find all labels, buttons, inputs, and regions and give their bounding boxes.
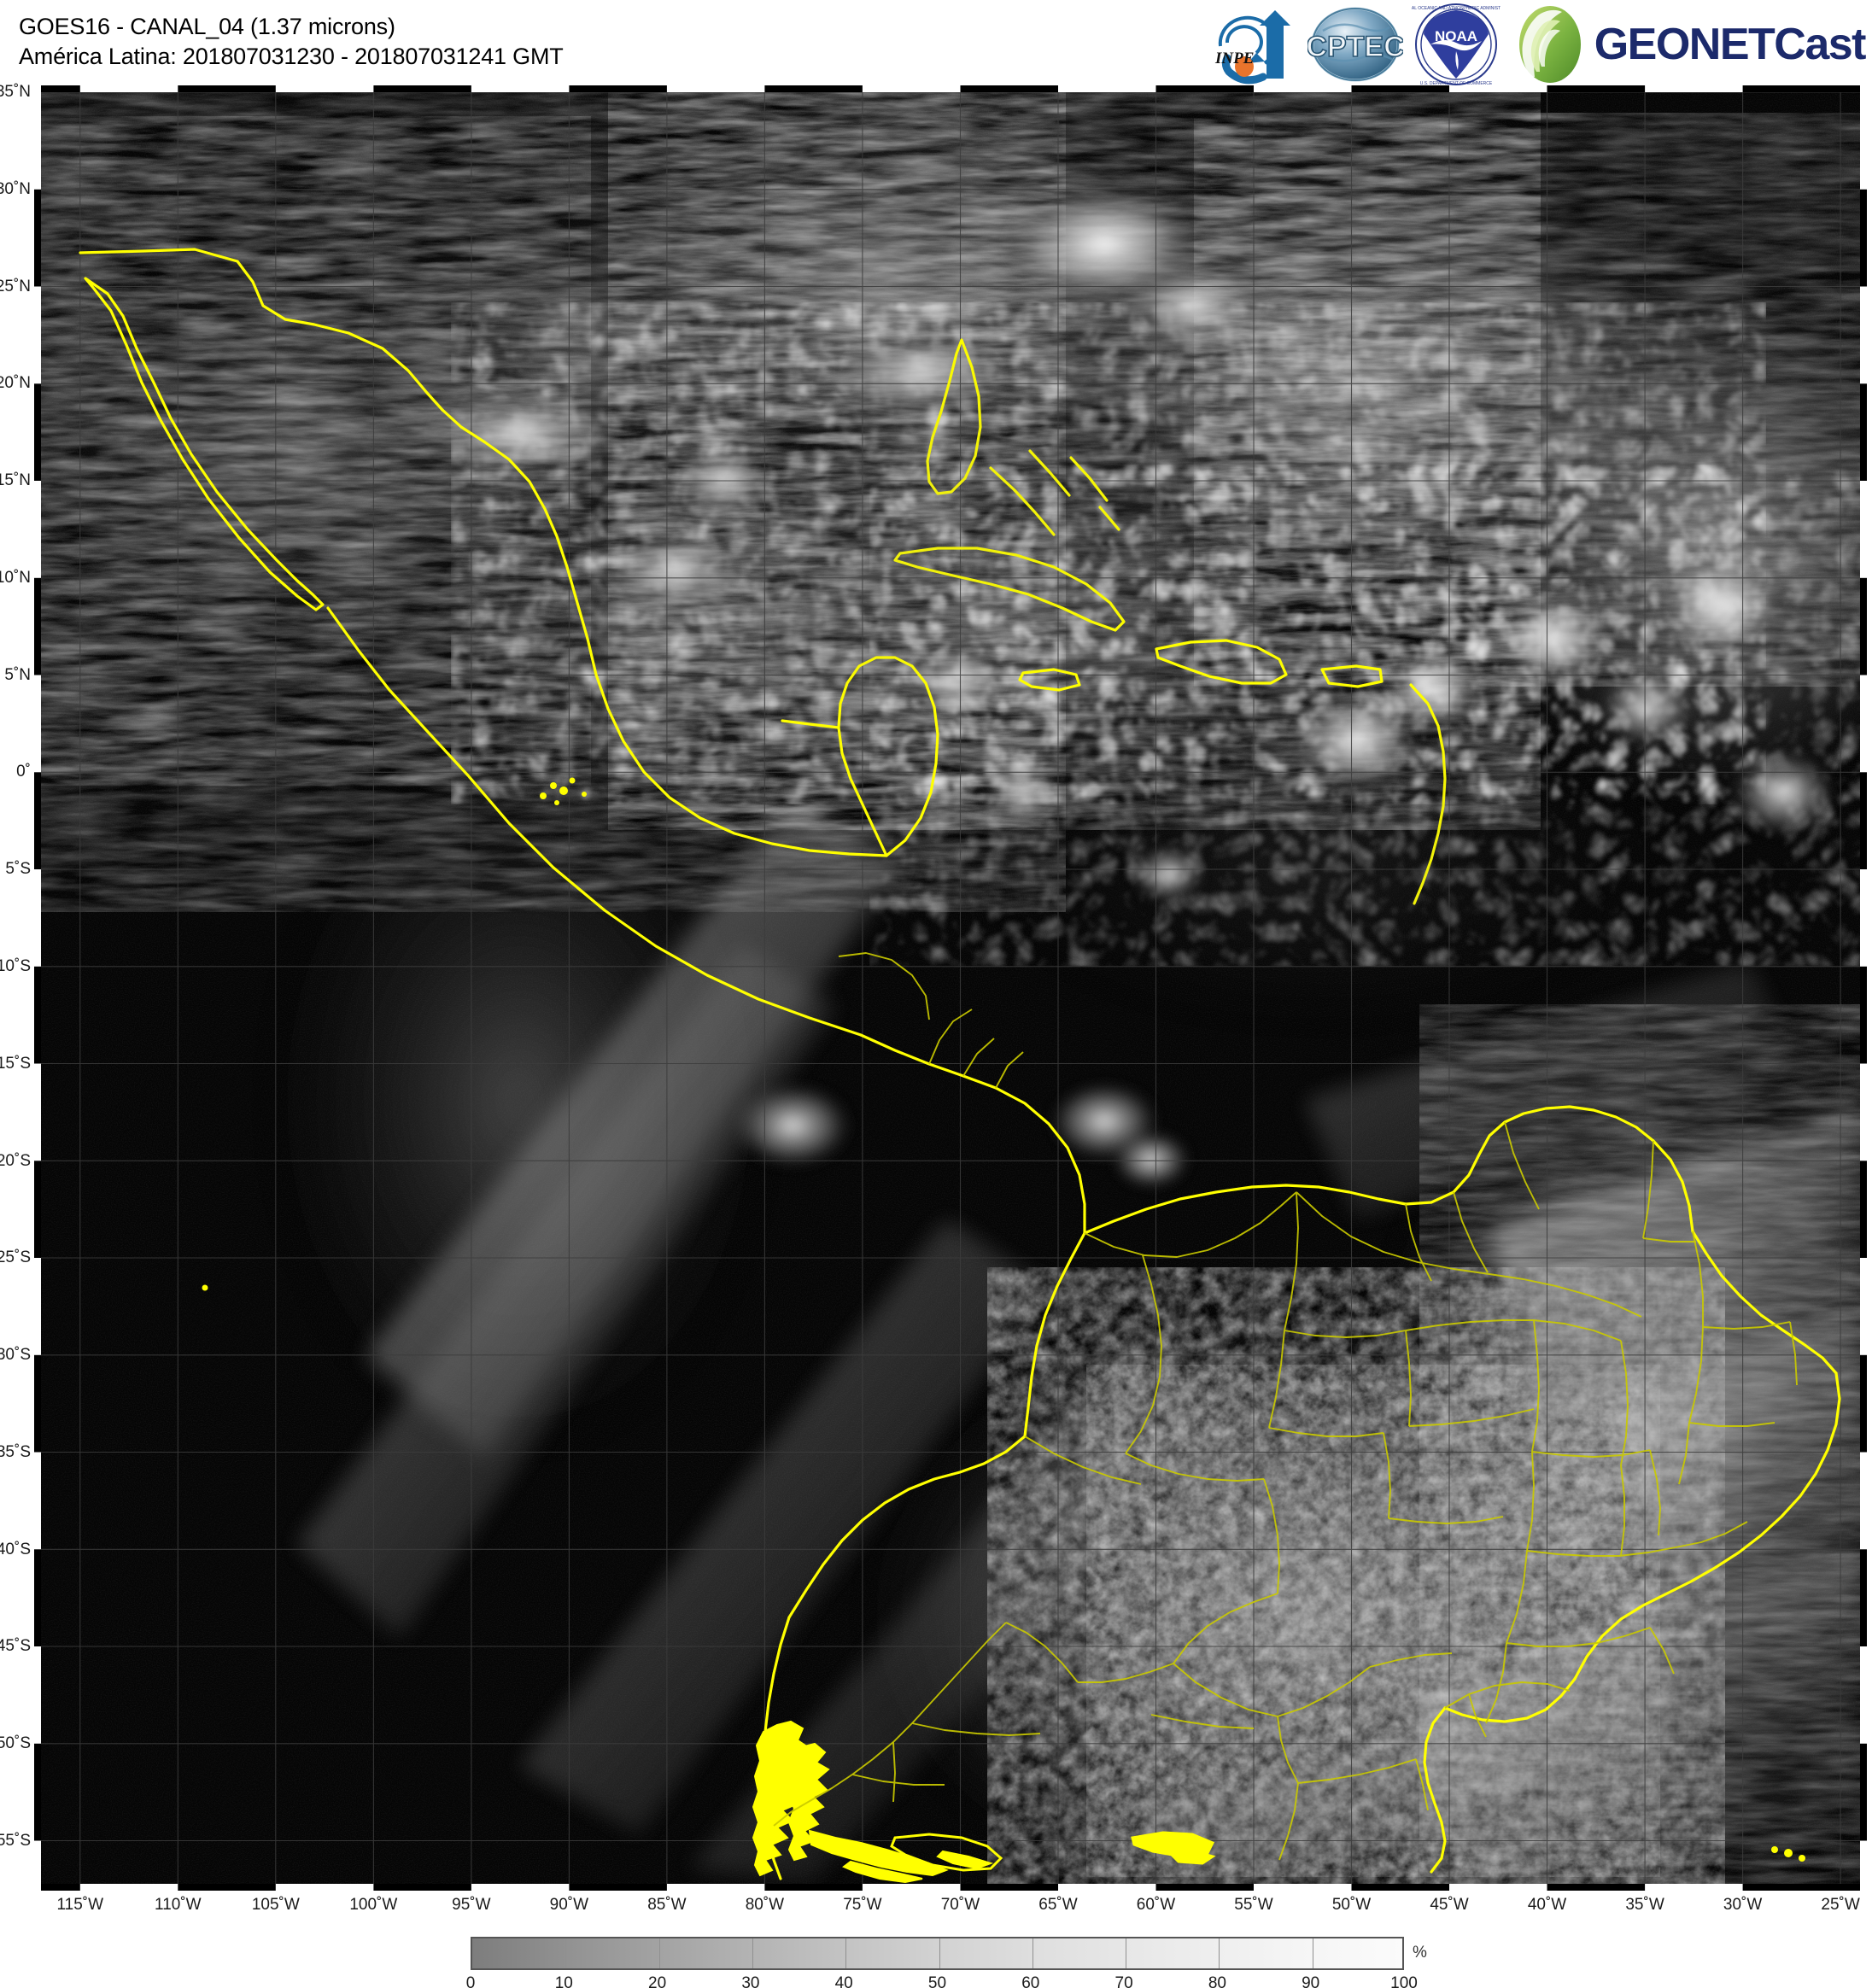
longitude-tick-label: 115˚W — [56, 1896, 104, 1914]
cloud-field-pacific-west — [58, 212, 502, 690]
colorbar-tick-label: 70 — [1114, 1974, 1133, 1988]
colorbar-tick-label: 90 — [1302, 1974, 1320, 1988]
political-borders — [773, 952, 1798, 1861]
colorbar-divider — [845, 1938, 847, 1968]
cptec-logo: CPTEC — [1307, 7, 1403, 82]
latitude-tick-label: 50˚S — [0, 1734, 31, 1753]
latitude-tick-label: 25˚N — [0, 277, 31, 295]
colorbar-tick-label: 60 — [1021, 1974, 1040, 1988]
latitude-tick-label: 35˚S — [0, 1442, 31, 1461]
colorbar[interactable]: % 0 10 20 30 40 50 60 70 80 90 100 — [0, 1937, 1872, 1988]
satellite-map[interactable] — [34, 85, 1867, 1891]
svg-text:CPTEC: CPTEC — [1307, 31, 1403, 63]
longitude-tick-label: 65˚W — [1038, 1896, 1078, 1914]
tierra-del-fuego-and-falklands — [890, 1831, 1216, 1872]
latitude-tick-label: 10˚S — [0, 956, 31, 975]
latitude-tick-label: 20˚N — [0, 374, 31, 393]
longitude-tick-label: 90˚W — [549, 1896, 589, 1914]
latitude-tick-label: 30˚N — [0, 179, 31, 198]
header: GOES16 - CANAL_04 (1.37 microns) América… — [0, 0, 1872, 92]
inpe-logo: INPE — [1214, 10, 1290, 85]
latitude-tick-label: 15˚S — [0, 1054, 31, 1073]
product-title: GOES16 - CANAL_04 (1.37 microns) — [19, 14, 395, 39]
longitude-tick-label: 75˚W — [843, 1896, 882, 1914]
svg-text:U.S. DEPARTMENT OF COMMERCE: U.S. DEPARTMENT OF COMMERCE — [1419, 81, 1492, 86]
longitude-tick-label: 70˚W — [940, 1896, 980, 1914]
longitude-tick-label: 105˚W — [251, 1896, 300, 1914]
colorbar-tick-label: 0 — [465, 1974, 476, 1988]
longitude-tick-label: 80˚W — [745, 1896, 785, 1914]
latitude-tick-label: 40˚S — [0, 1540, 31, 1558]
longitude-tick-label: 50˚W — [1331, 1896, 1372, 1914]
svg-text:NATIONAL OCEANIC AND ATMOSPHER: NATIONAL OCEANIC AND ATMOSPHERIC ADMINIS… — [1412, 6, 1501, 11]
frame-left — [34, 92, 41, 1884]
colorbar-tick-label: 30 — [741, 1974, 760, 1988]
colorbar-divider — [565, 1938, 567, 1968]
geonetcast-wordmark: GEONETCast — [1594, 20, 1867, 69]
colorbar-divider — [939, 1938, 940, 1968]
longitude-tick-label: 30˚W — [1723, 1896, 1763, 1914]
colorbar-divider — [658, 1938, 660, 1968]
noaa-logo: NOAA NATIONAL OCEANIC AND ATMOSPHERIC AD… — [1412, 3, 1501, 86]
colorbar-tick-label: 100 — [1390, 1974, 1418, 1988]
satellite-image-canvas — [41, 92, 1860, 1884]
longitude-tick-label: 60˚W — [1136, 1896, 1176, 1914]
latitude-tick-label: 20˚S — [0, 1151, 31, 1170]
latitude-tick-label: 0˚ — [16, 763, 31, 781]
longitude-tick-label: 85˚W — [647, 1896, 687, 1914]
latitude-tick-label: 10˚N — [0, 568, 31, 587]
foreground-haze — [570, 331, 1681, 1032]
colorbar-divider — [1219, 1938, 1220, 1968]
latitude-tick-label: 35˚N — [0, 83, 31, 101]
latitude-tick-label: 15˚N — [0, 471, 31, 490]
colorbar-tick-label: 80 — [1208, 1974, 1226, 1988]
longitude-tick-label: 55˚W — [1234, 1896, 1273, 1914]
svg-text:NOAA: NOAA — [1435, 28, 1477, 44]
longitude-tick-label: 25˚W — [1821, 1896, 1860, 1914]
colorbar-divider — [752, 1938, 753, 1968]
latitude-tick-label: 25˚S — [0, 1248, 31, 1267]
geonetcast-leaf-icon — [1518, 6, 1581, 83]
latitude-tick-label: 45˚S — [0, 1637, 31, 1656]
longitude-tick-label: 100˚W — [349, 1896, 398, 1914]
longitude-tick-label: 40˚W — [1527, 1896, 1567, 1914]
colorbar-gradient — [471, 1937, 1404, 1970]
islands — [202, 777, 1805, 1862]
colorbar-unit-label: % — [1413, 1944, 1427, 1962]
longitude-tick-label: 35˚W — [1625, 1896, 1664, 1914]
colorbar-tick-label: 40 — [834, 1974, 853, 1988]
latitude-tick-label: 5˚S — [5, 860, 31, 879]
frame-right — [1860, 92, 1867, 1884]
latitude-tick-label: 5˚N — [4, 665, 31, 684]
region-time-subtitle: América Latina: 201807031230 - 201807031… — [19, 44, 564, 69]
latitude-tick-label: 55˚S — [0, 1831, 31, 1850]
cloud-band-south-atlantic-texture — [1493, 1151, 1860, 1884]
latitude-tick-label: 30˚S — [0, 1346, 31, 1365]
cloud-field-atlantic-subtropical — [1305, 195, 1860, 605]
frame-bottom — [41, 1884, 1860, 1891]
longitude-tick-label: 45˚W — [1430, 1896, 1469, 1914]
logo-bar: INPE CPTEC — [1196, 2, 1867, 87]
svg-text:INPE: INPE — [1214, 50, 1254, 67]
colorbar-tick-label: 50 — [927, 1974, 947, 1988]
colorbar-tick-label: 20 — [648, 1974, 667, 1988]
geonetcast-logo: GEONETCast — [1509, 3, 1867, 85]
longitude-tick-label: 95˚W — [452, 1896, 491, 1914]
colorbar-tick-label: 10 — [554, 1974, 573, 1988]
longitude-tick-label: 110˚W — [155, 1896, 202, 1914]
title-block: GOES16 - CANAL_04 (1.37 microns) América… — [19, 12, 564, 72]
